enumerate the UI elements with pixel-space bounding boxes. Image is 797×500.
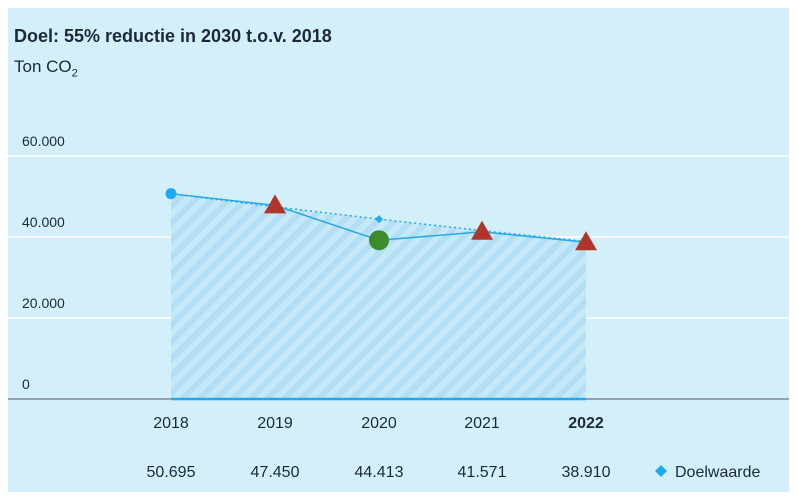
- value-label: 50.695: [147, 464, 196, 481]
- data-point: [264, 194, 286, 214]
- x-tick-label: 2022: [568, 415, 604, 432]
- x-tick-label: 2021: [464, 415, 500, 432]
- target-area: [171, 193, 586, 399]
- data-point: [369, 230, 389, 251]
- unit-subscript: 2: [71, 67, 78, 80]
- legend-diamond-icon: [655, 465, 667, 477]
- value-label: 41.571: [458, 464, 507, 481]
- unit-text: Ton CO: [14, 57, 72, 76]
- target-point: [375, 215, 383, 224]
- y-tick-label: 40.000: [22, 214, 65, 230]
- chart-unit-label: Ton CO2: [14, 57, 78, 79]
- data-point: [165, 188, 177, 200]
- y-tick-label: 60.000: [22, 133, 65, 149]
- value-label: 38.910: [562, 464, 611, 481]
- data-point: [575, 231, 597, 251]
- data-point: [471, 220, 493, 240]
- x-tick-label: 2020: [361, 415, 397, 432]
- value-label: 44.413: [355, 464, 404, 481]
- chart-title: Doel: 55% reductie in 2030 t.o.v. 2018: [14, 26, 332, 46]
- x-tick-label: 2018: [153, 415, 189, 432]
- legend-label: Doelwaarde: [675, 464, 760, 481]
- value-label: 47.450: [251, 464, 300, 481]
- x-tick-label: 2019: [257, 415, 293, 432]
- y-tick-label: 0: [22, 376, 30, 392]
- y-tick-label: 20.000: [22, 295, 65, 311]
